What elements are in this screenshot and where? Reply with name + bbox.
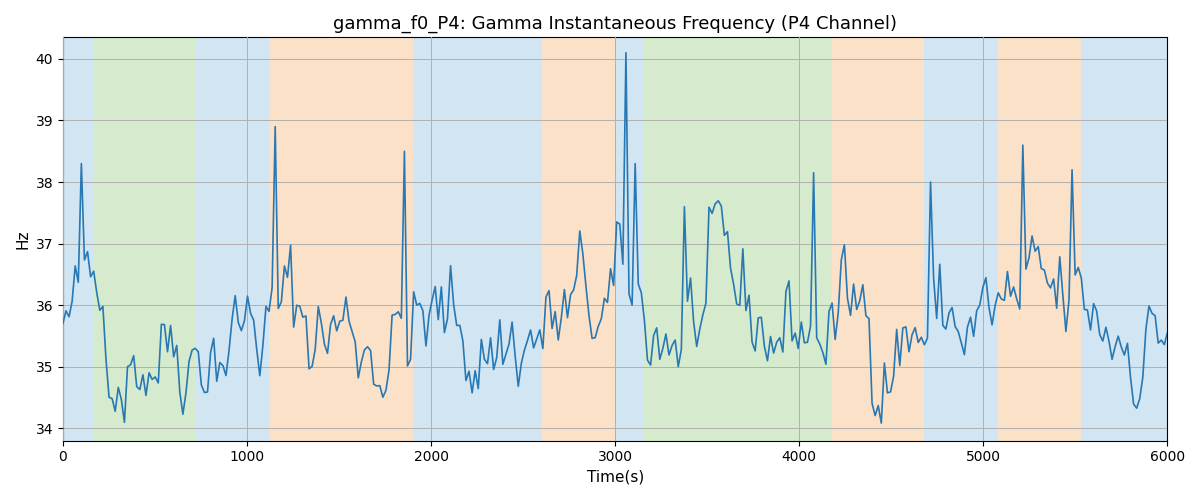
Y-axis label: Hz: Hz bbox=[16, 230, 30, 249]
Bar bbox=[62, 38, 94, 440]
Bar bbox=[833, 38, 924, 440]
Bar bbox=[924, 38, 998, 440]
Bar bbox=[998, 38, 1081, 440]
Bar bbox=[643, 38, 722, 440]
Bar bbox=[722, 38, 833, 440]
Bar bbox=[269, 38, 413, 440]
Bar bbox=[541, 38, 616, 440]
Bar bbox=[413, 38, 541, 440]
X-axis label: Time(s): Time(s) bbox=[587, 470, 643, 485]
Bar bbox=[616, 38, 643, 440]
Bar bbox=[196, 38, 269, 440]
Title: gamma_f0_P4: Gamma Instantaneous Frequency (P4 Channel): gamma_f0_P4: Gamma Instantaneous Frequen… bbox=[334, 15, 898, 34]
Bar bbox=[94, 38, 196, 440]
Bar bbox=[1081, 38, 1168, 440]
